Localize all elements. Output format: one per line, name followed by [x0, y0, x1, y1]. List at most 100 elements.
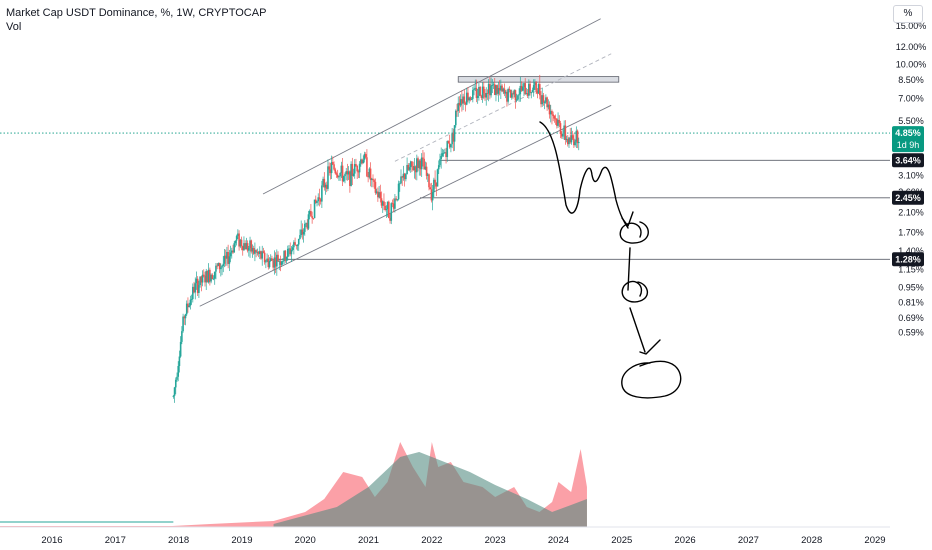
candle-body: [576, 130, 579, 144]
candle-body: [507, 89, 509, 102]
candle-body: [543, 102, 546, 104]
drawn-arrow-shaft-3: [629, 307, 646, 353]
candle-body: [401, 176, 404, 178]
candle-body: [525, 93, 528, 95]
candle-body: [403, 173, 406, 180]
horizontal-level-lines: [0, 76, 890, 260]
candle-body: [491, 85, 494, 86]
candle-body: [478, 87, 480, 96]
candle-body: [413, 166, 416, 171]
candle-body: [210, 274, 212, 282]
candle-body: [441, 153, 444, 156]
candle-body: [446, 141, 449, 158]
candle-body: [508, 89, 511, 90]
candle-body: [204, 275, 206, 283]
candle-body: [333, 164, 335, 170]
symbol-title[interactable]: Market Cap USDT Dominance, %, 1W, CRYPTO…: [6, 7, 267, 19]
candle-body: [192, 286, 194, 299]
candle-body: [374, 181, 377, 193]
candle-body: [515, 99, 518, 101]
candle-body: [352, 173, 355, 176]
candle-body: [467, 92, 469, 101]
candle-body: [493, 84, 496, 95]
candle-body: [312, 218, 315, 219]
candle-body: [245, 243, 248, 250]
candle-body: [394, 198, 396, 209]
candle-body: [358, 163, 361, 173]
candle-body: [172, 395, 175, 397]
candle-body: [383, 201, 385, 206]
candle-body: [531, 89, 534, 93]
candle-body: [240, 239, 243, 247]
time-tick-label: 2029: [864, 535, 885, 546]
candle-body: [475, 87, 478, 98]
volume-label[interactable]: Vol: [6, 21, 22, 33]
candle-body: [414, 166, 417, 173]
candle-body: [311, 216, 313, 219]
candle-body: [577, 141, 580, 144]
candle-body: [229, 252, 232, 257]
candle-body: [440, 155, 442, 160]
candle-body: [573, 138, 575, 146]
candle-body: [195, 278, 198, 284]
price-tick-label: 15.00%: [896, 21, 927, 31]
candle-body: [518, 94, 520, 96]
candle-body: [235, 236, 238, 241]
candle-body: [451, 133, 453, 145]
candle-body: [503, 88, 506, 94]
candle-body: [437, 165, 440, 170]
candle-body: [408, 167, 411, 170]
candle-body: [542, 95, 545, 103]
candle-body: [201, 274, 204, 283]
candle-body: [433, 179, 435, 193]
candle-body: [357, 171, 360, 173]
candle-body: [523, 83, 525, 88]
price-axis-bg: [890, 0, 932, 550]
level-badge: [892, 153, 924, 168]
candle-body: [360, 159, 362, 164]
candle-body: [355, 164, 357, 166]
candle-body: [296, 244, 299, 247]
candle-body: [276, 254, 278, 267]
candle-body: [537, 84, 540, 94]
candle-body: [564, 125, 567, 140]
drawn-arrow-head-3: [639, 339, 661, 355]
candle-body: [378, 192, 380, 198]
candle-body: [485, 92, 488, 98]
candle-body: [274, 257, 277, 267]
candle-body: [380, 198, 383, 206]
candle-body: [419, 160, 422, 170]
candle-body: [431, 192, 434, 201]
candle-body: [345, 171, 348, 175]
axis-unit-button[interactable]: %: [893, 5, 923, 23]
candle-body: [173, 387, 176, 396]
candle-body: [181, 331, 183, 342]
candle-body: [461, 99, 463, 104]
candle-body: [519, 85, 522, 95]
candle-body: [379, 192, 382, 199]
candle-body: [233, 243, 236, 253]
candle-body: [244, 243, 246, 250]
candle-body: [400, 176, 402, 184]
candle-body: [206, 270, 209, 283]
candle-body: [490, 85, 492, 96]
candle-body: [571, 135, 574, 139]
price-tick-label: 8.50%: [898, 75, 924, 85]
candle-body: [436, 169, 439, 187]
candle-body: [361, 159, 363, 164]
price-tick-label: 5.50%: [898, 116, 924, 126]
candlesticks: [0, 74, 580, 523]
candle-body: [286, 248, 289, 257]
time-tick-label: 2023: [485, 535, 506, 546]
candle-body: [535, 81, 537, 91]
candle-body: [193, 286, 195, 293]
candle-body: [495, 85, 497, 95]
candle-body: [334, 169, 337, 174]
channel-mid-line: [394, 53, 612, 162]
candle-body: [459, 99, 462, 106]
candle-body: [308, 211, 311, 215]
candle-body: [439, 159, 441, 166]
candle-body: [237, 233, 239, 237]
volume-down-area: [0, 442, 587, 527]
